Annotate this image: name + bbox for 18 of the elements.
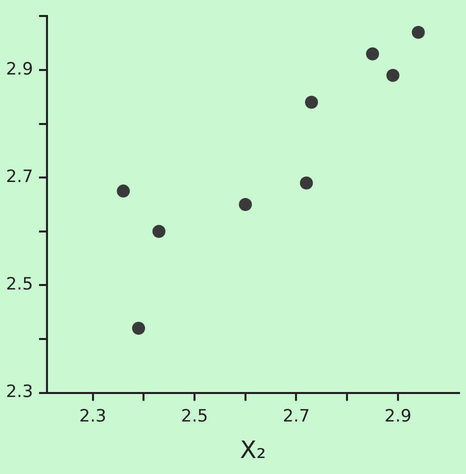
point — [300, 176, 313, 190]
point — [386, 68, 400, 82]
point — [238, 198, 252, 211]
point — [132, 322, 146, 335]
point — [366, 47, 380, 60]
y-tick-label: 2.5 — [6, 274, 34, 295]
x-tick-label: 2.9 — [384, 406, 412, 426]
x-tick-label: 2.3 — [79, 406, 106, 426]
y-tick-label: 2.9 — [6, 59, 34, 80]
x-tick-label: 2.5 — [181, 406, 208, 426]
x-tick-label: 2.7 — [282, 406, 310, 426]
x-axis-title: X₂ — [240, 436, 266, 464]
point — [412, 26, 425, 39]
point — [152, 224, 166, 238]
point — [305, 96, 318, 109]
point — [116, 184, 130, 198]
y-tick-label: 2.7 — [6, 167, 34, 188]
y-tick-label: 2.3 — [6, 382, 34, 402]
